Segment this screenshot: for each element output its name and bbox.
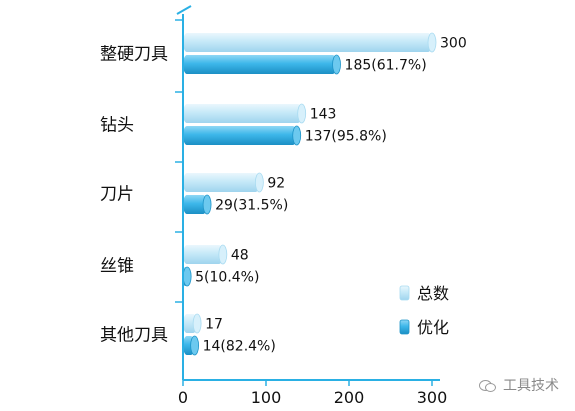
data-label: 143 xyxy=(310,107,337,123)
optimized-bar xyxy=(183,126,297,145)
legend-label: 总数 xyxy=(417,284,449,303)
bars-layer: 300 185(61.7%) 143 137(95.8%) 92 29(31.5%) 48 5… xyxy=(182,32,467,356)
data-label: 17 xyxy=(205,317,223,333)
total-bar-cap xyxy=(254,172,264,193)
legend-swatch-optimized xyxy=(399,319,410,335)
category-label: 钻头 xyxy=(100,116,134,136)
x-tick-label: 0 xyxy=(178,388,188,407)
optimized-bar-cap xyxy=(202,194,212,215)
category-label: 整硬刀具 xyxy=(100,45,168,65)
legend-swatch-total xyxy=(399,285,410,301)
data-label: 92 xyxy=(267,176,285,192)
category-label: 其他刀具 xyxy=(100,326,168,346)
total-bar-cap xyxy=(297,103,307,124)
category-label: 丝锥 xyxy=(100,257,134,277)
total-bar xyxy=(183,104,302,123)
optimized-bar-cap xyxy=(190,335,200,356)
data-label: 48 xyxy=(231,248,249,264)
x-tick-label: 300 xyxy=(417,388,448,407)
data-label: 14(82.4%) xyxy=(203,339,276,355)
optimized-bar-cap xyxy=(182,266,192,287)
optimized-bar-cap xyxy=(332,54,341,75)
total-bar xyxy=(183,173,260,192)
total-bar xyxy=(183,245,223,264)
data-label: 137(95.8%) xyxy=(305,129,387,145)
total-bar xyxy=(183,33,432,52)
x-tick-label: 100 xyxy=(251,388,282,407)
x-tick-label: 200 xyxy=(334,388,365,407)
category-label: 刀片 xyxy=(100,185,134,205)
data-label: 5(10.4%) xyxy=(195,270,259,286)
total-bar-cap xyxy=(427,32,437,53)
data-label: 300 xyxy=(440,36,467,52)
data-label: 29(31.5%) xyxy=(215,198,288,214)
wechat-icon xyxy=(479,378,497,392)
total-bar-cap xyxy=(218,244,228,265)
watermark-text: 工具技术 xyxy=(503,378,559,394)
optimized-bar xyxy=(183,195,208,214)
watermark: 工具技术 xyxy=(479,375,559,395)
total-bar-cap xyxy=(192,313,202,334)
data-label: 185(61.7%) xyxy=(345,58,427,74)
optimized-bar-cap xyxy=(292,125,302,146)
legend-label: 优化 xyxy=(417,318,449,337)
y-axis-tip xyxy=(176,5,192,15)
optimized-bar xyxy=(183,55,337,74)
